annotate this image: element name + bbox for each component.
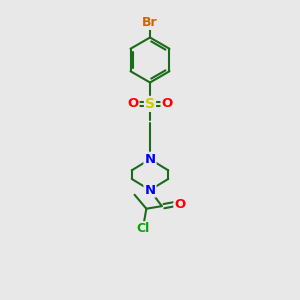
Text: N: N	[144, 184, 156, 196]
Text: S: S	[145, 97, 155, 111]
Text: Cl: Cl	[136, 222, 150, 235]
Text: N: N	[144, 153, 156, 166]
Text: O: O	[127, 98, 139, 110]
Text: O: O	[161, 98, 173, 110]
Text: O: O	[174, 197, 186, 211]
Text: Br: Br	[142, 16, 158, 29]
